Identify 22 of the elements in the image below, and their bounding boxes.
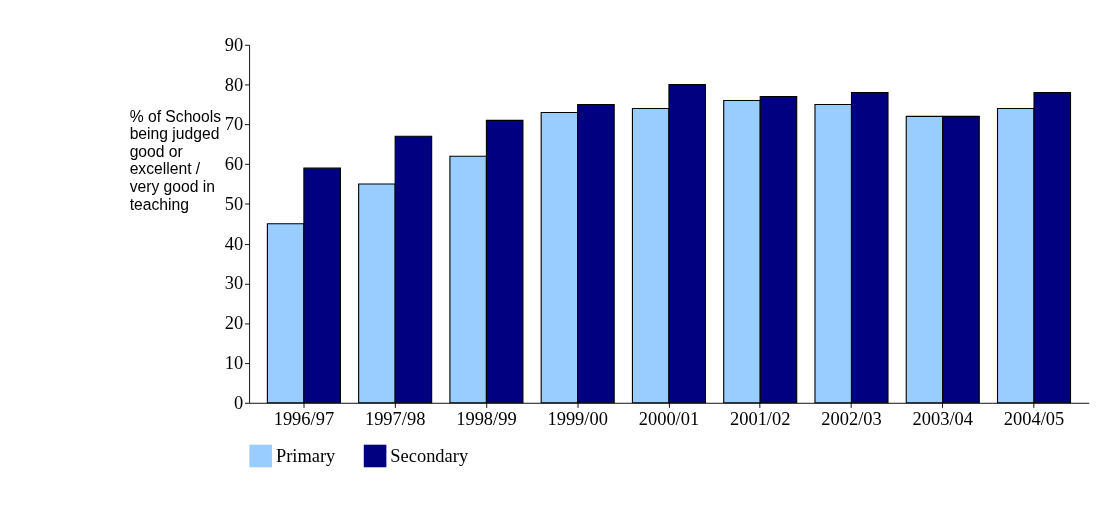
x-tick-label: 2001/02	[730, 408, 791, 429]
x-tick-label: 2003/04	[912, 408, 973, 429]
x-tick-label: 1998/99	[456, 408, 517, 429]
x-tick-label: 1999/00	[547, 408, 608, 429]
y-tick-label: 10	[224, 353, 244, 374]
y-tick-label: 50	[224, 193, 244, 214]
y-tick-label: 80	[224, 74, 244, 95]
y-tick-label: 60	[224, 154, 244, 175]
x-tick-label: 2004/05	[1003, 408, 1065, 429]
x-tick-label: 2000/01	[638, 408, 700, 429]
y-tick-label: 0	[233, 392, 244, 413]
y-axis-title: % of Schools being judged good or excellent / very good in teaching	[129, 107, 222, 213]
x-tick-label: 2002/03	[821, 408, 882, 429]
x-tick-label: 1997/98	[364, 408, 426, 429]
y-tick-label: 40	[224, 233, 244, 254]
y-tick-label: 30	[224, 273, 244, 294]
legend-label: Primary	[275, 445, 337, 466]
legend-label: Secondary	[390, 445, 469, 466]
y-tick-label: 70	[224, 114, 244, 135]
y-tick-label: 90	[224, 34, 244, 55]
y-tick-label: 20	[224, 313, 244, 334]
x-tick-label: 1996/97	[273, 408, 335, 429]
